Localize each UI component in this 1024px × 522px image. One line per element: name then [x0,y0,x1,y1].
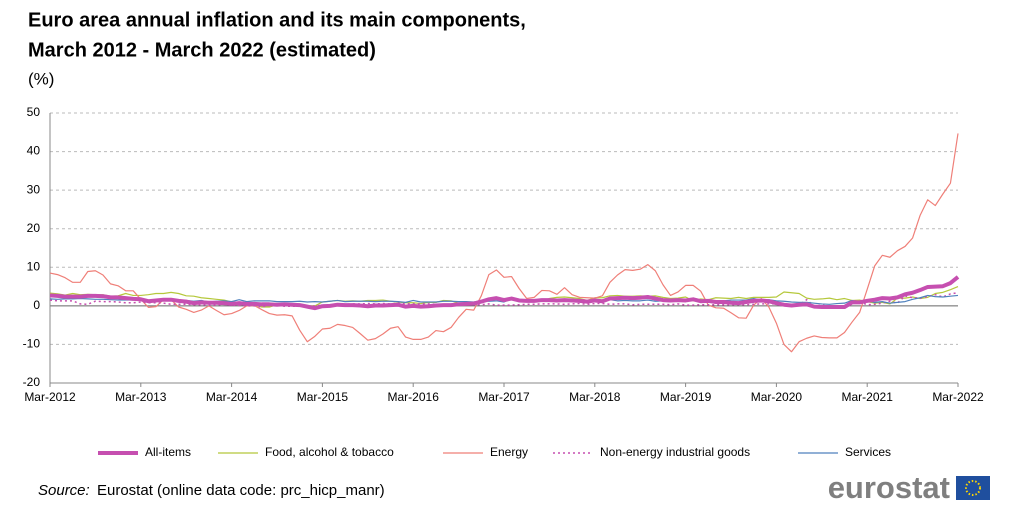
y-tick-label: -10 [23,337,41,351]
x-tick-label: Mar-2019 [660,390,712,404]
x-tick-label: Mar-2021 [842,390,894,404]
series-line [49,291,959,309]
x-tick-label: Mar-2016 [388,390,440,404]
source-label: Source: [38,482,90,499]
x-tick-label: Mar-2018 [569,390,621,404]
x-tick-label: Mar-2012 [24,390,76,404]
x-tick-label: Mar-2014 [206,390,258,404]
logo-text: eurostat [828,470,950,505]
legend-label: Energy [490,445,528,459]
y-tick-label: -20 [23,375,41,389]
y-tick-label: 30 [27,182,41,196]
y-tick-label: 20 [27,221,41,235]
chart-title: Euro area annual inflation and its main … [28,9,526,31]
y-tick-label: 50 [27,105,41,119]
x-tick-label: Mar-2015 [297,390,349,404]
legend-label: Food, alcohol & tobacco [265,445,394,459]
x-tick-label: Mar-2013 [115,390,167,404]
x-tick-label: Mar-2017 [478,390,530,404]
unit-label: (%) [28,69,54,88]
source-text: Eurostat (online data code: prc_hicp_man… [97,482,385,499]
legend-label: Non-energy industrial goods [600,445,750,459]
y-tick-label: 0 [33,298,40,312]
chart-title: March 2012 - March 2022 (estimated) [28,39,376,61]
series-line [49,275,960,311]
legend-label: Services [845,445,891,459]
logo-flag [956,476,990,500]
x-tick-label: Mar-2022 [932,390,984,404]
series-line [49,133,959,353]
legend-label: All-items [145,445,191,459]
y-tick-label: 10 [27,259,41,273]
y-tick-label: 40 [27,144,41,158]
x-tick-label: Mar-2020 [751,390,803,404]
